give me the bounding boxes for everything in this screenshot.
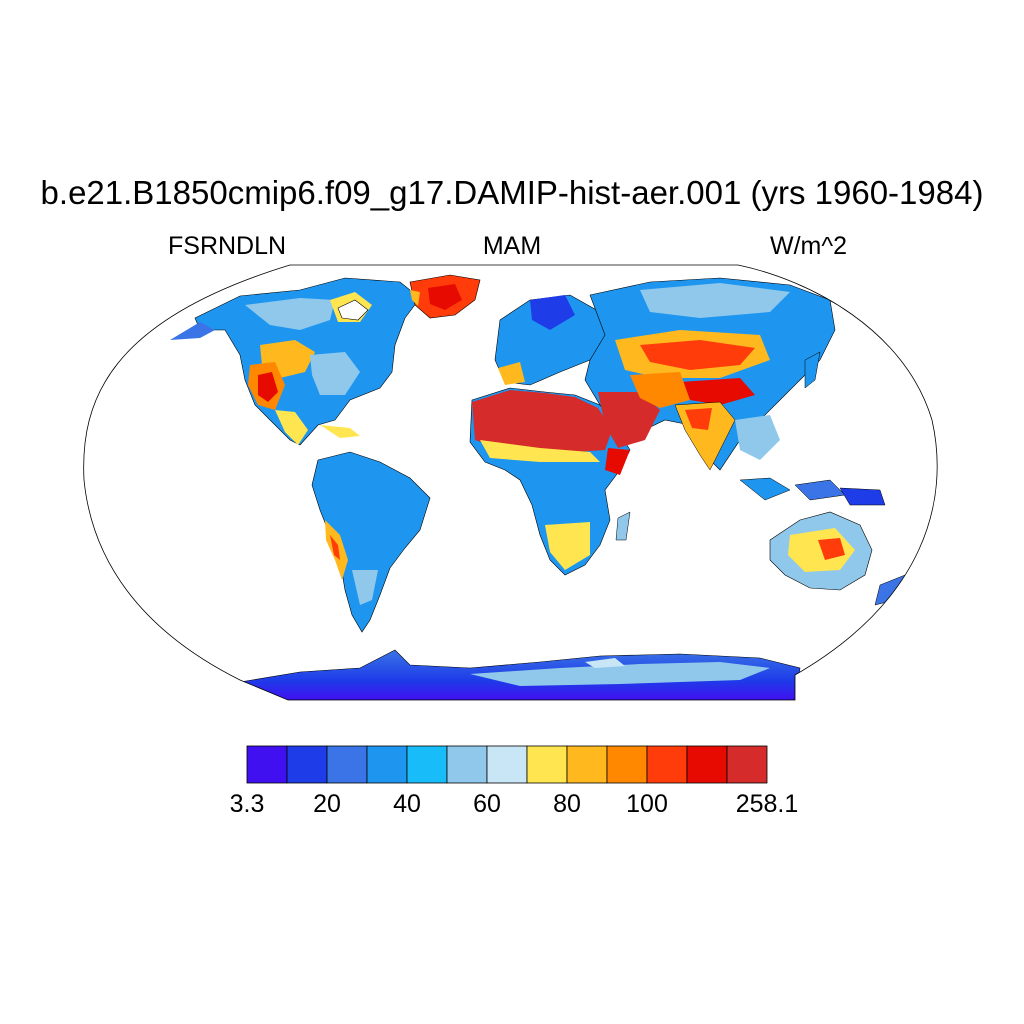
southern-africa [545, 522, 590, 570]
alaska-coast [170, 322, 215, 340]
patagonia [352, 570, 378, 605]
colorbar-swatch [446, 745, 488, 784]
land-field [170, 274, 906, 700]
hudson-bay [337, 299, 369, 321]
tibet [680, 378, 755, 405]
colorbar-swatch [686, 745, 728, 784]
andes-peak [330, 535, 340, 560]
horn-of-africa [605, 448, 630, 475]
colorbar-label: 3.3 [229, 790, 265, 818]
new-zealand [874, 574, 906, 606]
indonesia-west [739, 477, 791, 501]
arabia [598, 392, 660, 448]
southeast-asia [735, 415, 780, 460]
colorbar-swatch [566, 745, 608, 784]
siberia [640, 283, 790, 318]
colorbar-swatch [646, 745, 688, 784]
indonesia-east [794, 479, 846, 501]
colorbar-label: 100 [626, 790, 668, 818]
us-southwest-hot [258, 372, 278, 402]
japan [804, 351, 821, 389]
mexico [275, 410, 308, 445]
colorbar-label: 258.1 [735, 790, 799, 818]
australia-hot [818, 538, 845, 560]
scandinavia [530, 295, 575, 330]
colorbar-label: 60 [473, 790, 501, 818]
colorbar-swatch [606, 745, 648, 784]
antarctic-plateau [470, 662, 770, 686]
madagascar [615, 511, 631, 541]
colorbar-swatch [726, 745, 768, 784]
caribbean [320, 425, 360, 438]
colorbar-swatch [246, 745, 288, 784]
central-asia-hot [640, 340, 755, 370]
antarctic-ice-shelf [585, 658, 625, 668]
india-core [685, 408, 712, 430]
variable-name: FSRNDLN [168, 232, 287, 260]
sahara [472, 390, 612, 452]
plot-title: b.e21.B1850cmip6.f09_g17.DAMIP-hist-aer.… [40, 174, 984, 211]
colorbar-swatch [326, 745, 368, 784]
iberia [498, 362, 525, 385]
colorbar-swatch [286, 745, 328, 784]
colorbar-swatch [526, 745, 568, 784]
colorbar-swatch [406, 745, 448, 784]
units-label: W/m^2 [770, 232, 848, 260]
colorbar-label: 80 [553, 790, 581, 818]
iran [630, 372, 690, 408]
canada-interior [245, 298, 335, 330]
globe-outline [83, 264, 938, 701]
colorbar [246, 745, 768, 784]
colorbar-label: 40 [393, 790, 421, 818]
colorbar-label: 20 [313, 790, 341, 818]
colorbar-swatch [486, 745, 528, 784]
greenland-core [428, 284, 462, 310]
greenland-edge [410, 290, 420, 306]
new-guinea [839, 487, 886, 506]
season-label: MAM [482, 232, 542, 260]
colorbar-swatch [366, 745, 408, 784]
eastern-us [310, 352, 360, 395]
sahel [480, 440, 600, 462]
